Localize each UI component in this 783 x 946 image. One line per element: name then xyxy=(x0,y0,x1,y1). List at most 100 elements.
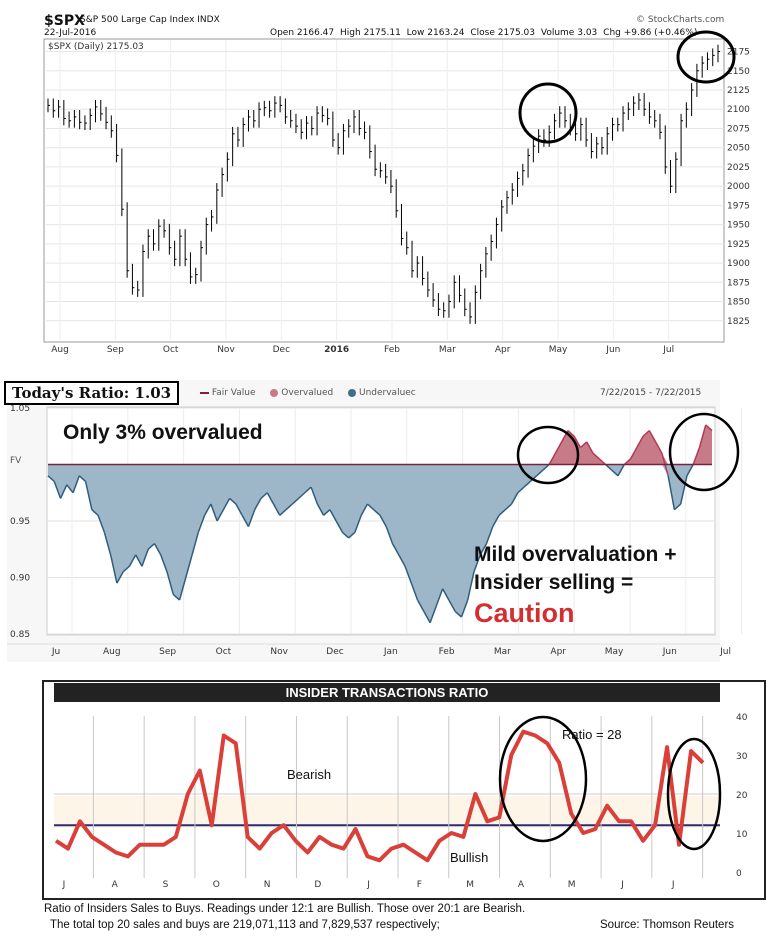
ticker-symbol: $SPX xyxy=(44,13,85,29)
valuation-x-tick-label: Aug xyxy=(103,647,121,657)
valuation-line-segment xyxy=(97,515,106,533)
spx-x-tick-label: 2016 xyxy=(324,345,349,355)
valuation-x-tick-label: Ju xyxy=(51,647,60,657)
insider-x-tick-label: N xyxy=(264,880,271,890)
insider-y-tick-label: 0 xyxy=(736,869,742,879)
spx-x-tick-label: Oct xyxy=(163,345,179,355)
valuation-x-tick-label: Jan xyxy=(383,647,398,657)
valuation-line-segment xyxy=(573,435,582,448)
valuation-line-segment xyxy=(235,503,243,516)
insider-caption-1: Ratio of Insiders Sales to Buys. Reading… xyxy=(44,903,526,915)
note-insider-selling: Insider selling = xyxy=(474,571,634,594)
spx-x-tick-label: Sep xyxy=(107,345,124,355)
valuation-line-segment xyxy=(686,464,694,477)
insider-y-tick-label: 40 xyxy=(736,713,748,723)
valuation-line-segment xyxy=(466,571,475,601)
fair-value-swatch xyxy=(200,391,209,394)
note-mild-overvaluation: Mild overvaluation + xyxy=(474,543,677,566)
spx-circle-apr xyxy=(518,82,578,144)
spx-x-axis: Aug Sep Oct Nov Dec 2016 Feb Mar Apr May Jun Jul xyxy=(51,345,674,355)
valuation-line-segment xyxy=(141,548,149,567)
valuation-line-segment xyxy=(185,554,193,578)
valuation-x-tick-label: Sep xyxy=(159,647,176,657)
valuation-line-segment xyxy=(473,554,481,573)
insider-x-tick-label: O xyxy=(213,880,220,890)
volume-value: 3.03 xyxy=(577,28,598,38)
valuation-line-segment xyxy=(548,452,557,465)
spx-y-tick-label: 2000 xyxy=(727,182,750,192)
insider-y-tick-label: 10 xyxy=(736,830,748,840)
valuation-x-tick-label: Feb xyxy=(439,647,455,657)
valuation-line-segment xyxy=(523,480,531,488)
spx-y-axis: 1825 1850 1875 1900 1925 1950 1975 2000 2025 2050… xyxy=(727,48,750,327)
volume-label: Volume xyxy=(540,28,575,38)
spx-y-tick-label: 2075 xyxy=(727,124,750,134)
valuation-line-segment xyxy=(441,588,450,601)
valuation-line-segment xyxy=(59,484,68,499)
valuation-line-segment xyxy=(78,475,87,483)
valuation-line-segment xyxy=(598,458,607,466)
valuation-line-segment xyxy=(554,441,563,454)
valuation-line-segment xyxy=(178,577,187,601)
valuation-line-segment xyxy=(617,464,625,477)
valuation-line-segment xyxy=(285,503,293,511)
valuation-line-segment xyxy=(66,484,74,494)
valuation-x-tick-label: Jul xyxy=(719,647,731,657)
spx-x-tick-label: Apr xyxy=(495,345,511,355)
valuation-line-segment xyxy=(341,531,350,539)
valuation-line-segment xyxy=(366,503,375,511)
valuation-line-segment xyxy=(454,610,462,618)
spx-y-tick-label: 1850 xyxy=(727,298,750,308)
valuation-y-tick-label: 0.95 xyxy=(10,517,30,527)
valuation-line-segment xyxy=(636,435,644,448)
valuation-line-segment xyxy=(667,475,676,510)
valuation-line-segment xyxy=(517,486,525,494)
valuation-line-segment xyxy=(460,599,469,618)
valuation-line-segment xyxy=(116,571,124,584)
valuation-line-segment xyxy=(698,424,707,448)
ratio-28-label: Ratio = 28 xyxy=(562,727,622,742)
valuation-x-axis: Ju Aug Sep Oct Nov Dec Jan Feb Mar Apr May Jun Jul xyxy=(51,647,731,657)
valuation-line-segment xyxy=(310,486,319,505)
overvalued-area xyxy=(48,424,712,465)
valuation-line-segment xyxy=(229,497,237,505)
valuation-line-segment xyxy=(623,458,632,466)
spx-x-tick-label: Jul xyxy=(662,345,674,355)
spx-legend: $SPX (Daily) 2175.03 xyxy=(48,42,144,52)
index-name: S&P 500 Large Cap Index INDX xyxy=(80,15,220,25)
valuation-x-tick-label: Nov xyxy=(270,647,288,657)
valuation-line-segment xyxy=(291,497,300,505)
valuation-line-segment xyxy=(135,554,143,567)
undervalued-area xyxy=(48,464,712,623)
valuation-line-segment xyxy=(679,475,688,505)
undervalued-swatch xyxy=(348,388,357,397)
spx-y-tick-label: 2175 xyxy=(727,48,750,58)
valuation-x-tick-label: May xyxy=(605,647,624,657)
valuation-line-segment xyxy=(84,481,93,510)
valuation-line-segment xyxy=(47,475,55,483)
valuation-line-segment xyxy=(241,514,250,528)
insider-caption-2: The total top 20 sales and buys are 219,… xyxy=(50,919,440,931)
valuation-circle-jul xyxy=(668,412,740,492)
valuation-date-range: 7/22/2015 - 7/22/2015 xyxy=(600,388,702,398)
insider-x-tick-label: M xyxy=(568,880,576,890)
spx-y-tick-label: 1925 xyxy=(727,240,750,250)
valuation-line-segment xyxy=(611,469,619,477)
insider-ratio-path xyxy=(54,729,705,863)
valuation-line-segment xyxy=(479,543,488,556)
open-label: Open xyxy=(270,28,295,38)
insider-x-tick-label: J xyxy=(366,880,370,890)
valuation-line-segment xyxy=(172,593,181,601)
valuation-line-segment xyxy=(103,532,112,556)
valuation-y-axis: 0.85 0.90 0.95 1.05 xyxy=(10,404,30,640)
valuation-line-segment xyxy=(391,543,400,556)
valuation-line-segment xyxy=(53,481,62,499)
spx-x-tick-label: Aug xyxy=(51,345,69,355)
valuation-legend: Fair Value Overvalued Undervaluec xyxy=(200,388,416,398)
valuation-line-segment xyxy=(348,531,356,539)
chart-date: 22-Jul-2016 xyxy=(44,28,97,38)
valuation-line-segment xyxy=(504,503,513,511)
chg-label: Chg xyxy=(603,28,621,38)
